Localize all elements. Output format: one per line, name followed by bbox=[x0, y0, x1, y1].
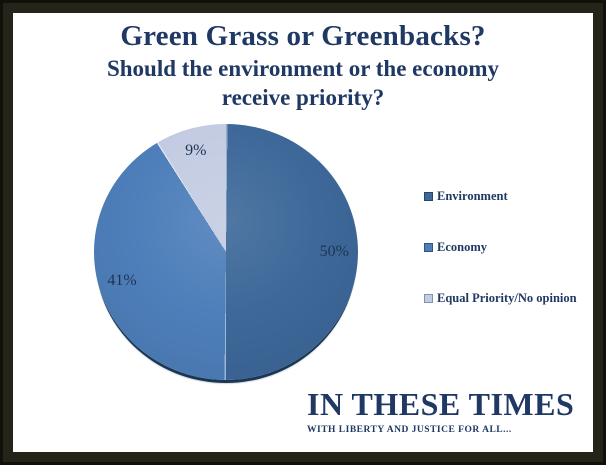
branding-block: IN THESE TIMES WITH LIBERTY AND JUSTICE … bbox=[307, 386, 575, 435]
page-subtitle-line2: receive priority? bbox=[221, 85, 385, 111]
slice-label: 41% bbox=[107, 272, 137, 290]
page-subtitle-line1: Should the environment or the economy bbox=[106, 56, 500, 82]
pie-chart-area: 50% 41% 9% bbox=[94, 124, 358, 380]
legend-label: Economy bbox=[437, 240, 487, 254]
pie-chart bbox=[94, 124, 358, 380]
legend-item-economy: Economy bbox=[424, 240, 577, 254]
legend-item-environment: Environment bbox=[424, 189, 577, 203]
slice-label: 9% bbox=[185, 142, 207, 160]
slice-label: 50% bbox=[319, 243, 349, 260]
legend-swatch bbox=[424, 243, 433, 252]
brand-tagline: WITH LIBERTY AND JUSTICE FOR ALL... bbox=[307, 424, 512, 435]
brand-name: IN THESE TIMES bbox=[307, 386, 575, 422]
legend-swatch bbox=[424, 192, 433, 201]
page-subtitle: Should the environment or the economy re… bbox=[0, 55, 606, 113]
legend-label: Environment bbox=[437, 189, 508, 203]
legend: Environment Economy Equal Priority/No op… bbox=[424, 189, 577, 305]
legend-label: Equal Priority/No opinion bbox=[437, 291, 577, 305]
title-block: Green Grass or Greenbacks? Should the en… bbox=[0, 20, 606, 113]
page-title: Green Grass or Greenbacks? bbox=[120, 20, 486, 52]
legend-swatch bbox=[424, 294, 433, 303]
legend-item-equal-priority: Equal Priority/No opinion bbox=[424, 291, 577, 305]
